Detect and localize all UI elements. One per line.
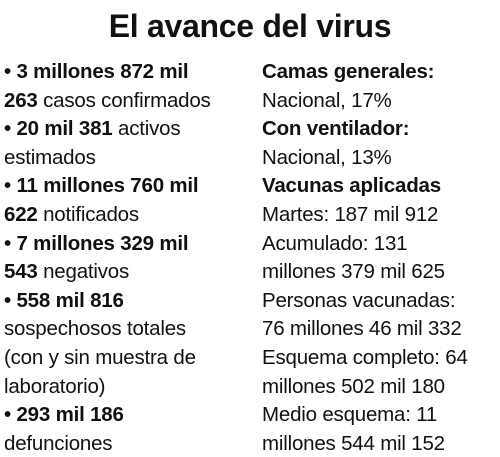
- vaccines-line: Acumulado: 131: [262, 231, 408, 255]
- bullet: •: [4, 174, 11, 198]
- bullet: •: [4, 231, 11, 255]
- vaccines-heading: Vacunas aplicadas: [262, 174, 441, 198]
- hospital-vaccine-column: Camas generales: Nacional, 17% Con venti…: [262, 58, 498, 457]
- deaths-label: defunciones: [4, 431, 113, 455]
- bullet: •: [4, 60, 11, 83]
- vaccines-line: Esquema completo: 64: [262, 345, 468, 369]
- vaccines-line: millones 544 mil 152: [262, 431, 445, 455]
- suspected-label-2: (con y sin muestra de: [4, 345, 196, 369]
- suspected-label-3: laboratorio): [4, 374, 106, 398]
- stat-suspected: • 558 mil 816 sospechosos totales (con y…: [4, 287, 256, 401]
- page-title: El avance del virus: [108, 8, 392, 44]
- ventilator-heading: Con ventilador:: [262, 117, 410, 141]
- confirmed-value: 3 millones 872 mil: [16, 60, 189, 83]
- bullet: •: [4, 403, 11, 427]
- negative-value-end: 543: [4, 260, 38, 284]
- ventilator-value: Nacional, 13%: [262, 145, 392, 169]
- stat-notified: • 11 millones 760 mil 622 notificados: [4, 172, 256, 229]
- deaths-value: 293 mil 186: [16, 403, 124, 427]
- vaccines-line: 76 millones 46 mil 332: [262, 317, 462, 341]
- general-beds-heading: Camas generales:: [262, 60, 435, 83]
- notified-label: notificados: [37, 202, 139, 226]
- active-label: activos: [112, 117, 181, 141]
- active-value: 20 mil 381: [16, 117, 113, 141]
- vaccines-line: Medio esquema: 11: [262, 403, 438, 427]
- negative-value: 7 millones 329 mil: [16, 231, 189, 255]
- active-label-end: estimados: [4, 145, 96, 169]
- stat-negative: • 7 millones 329 mil 543 negativos: [4, 230, 256, 287]
- vaccines-line: Martes: 187 mil 912: [262, 202, 439, 226]
- general-beds-value: Nacional, 17%: [262, 88, 392, 112]
- vaccines-line: millones 502 mil 180: [262, 374, 445, 398]
- notified-value-end: 622: [4, 202, 38, 226]
- stat-deaths: • 293 mil 186 defunciones: [4, 401, 256, 457]
- stat-confirmed: • 3 millones 872 mil 263 casos confirmad…: [4, 58, 256, 115]
- vaccines-line: Personas vacunadas:: [262, 288, 456, 312]
- suspected-label: sospechosos totales: [4, 317, 186, 341]
- notified-value: 11 millones 760 mil: [16, 174, 199, 198]
- vaccines-line: millones 379 mil 625: [262, 260, 445, 284]
- confirmed-label: casos confirmados: [37, 88, 211, 112]
- suspected-value: 558 mil 816: [16, 288, 124, 312]
- confirmed-value-end: 263: [4, 88, 38, 112]
- bullet: •: [4, 117, 11, 141]
- stat-active: • 20 mil 381 activos estimados: [4, 115, 256, 172]
- case-stats-column: • 3 millones 872 mil 263 casos confirmad…: [4, 58, 256, 457]
- bullet: •: [4, 288, 11, 312]
- negative-label: negativos: [37, 260, 130, 284]
